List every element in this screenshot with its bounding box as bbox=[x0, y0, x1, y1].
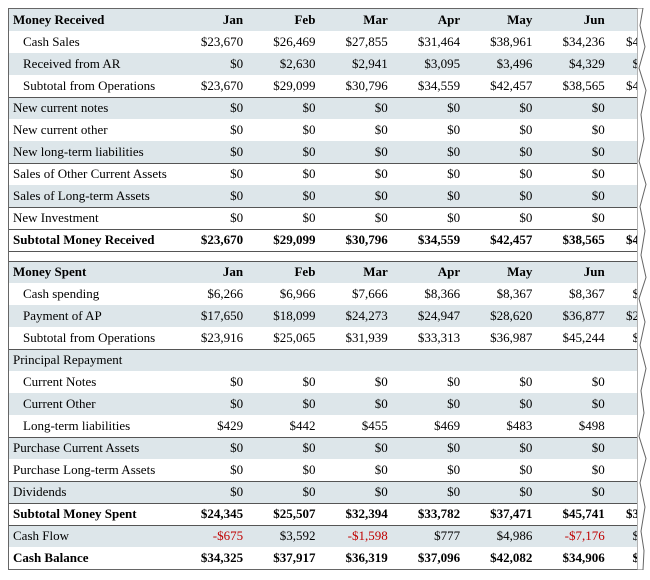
header-received: Money Received Jan Feb Mar Apr May Jun bbox=[9, 9, 643, 31]
header-spent: Money Spent Jan Feb Mar Apr May Jun bbox=[9, 261, 643, 283]
row-current-notes: Current Notes $0 $0 $0 $0 $0 $0 bbox=[9, 371, 643, 393]
row-cash-balance: Cash Balance $34,325 $37,917 $36,319 $37… bbox=[9, 547, 643, 569]
row-payment-ap: Payment of AP $17,650 $18,099 $24,273 $2… bbox=[9, 305, 643, 327]
row-purchase-lta: Purchase Long-term Assets $0 $0 $0 $0 $0… bbox=[9, 459, 643, 481]
header-label: Money Received bbox=[9, 9, 175, 31]
row-purchase-ca: Purchase Current Assets $0 $0 $0 $0 $0 $… bbox=[9, 437, 643, 459]
row-new-invest: New Investment $0 $0 $0 $0 $0 $0 bbox=[9, 207, 643, 229]
row-lt-liab: Long-term liabilities $429 $442 $455 $46… bbox=[9, 415, 643, 437]
row-subtotal-received: Subtotal Money Received $23,670 $29,099 … bbox=[9, 229, 643, 251]
row-new-notes: New current notes $0 $0 $0 $0 $0 $0 bbox=[9, 97, 643, 119]
row-cash-spending: Cash spending $6,266 $6,966 $7,666 $8,36… bbox=[9, 283, 643, 305]
cf4: $4,986 bbox=[464, 525, 536, 547]
row-cash-flow: Cash Flow -$675 $3,592 -$1,598 $777 $4,9… bbox=[9, 525, 643, 547]
cashflow-table: Money Received Jan Feb Mar Apr May Jun C… bbox=[8, 8, 643, 570]
cf0: -$675 bbox=[175, 525, 247, 547]
row-sub-ops-recv: Subtotal from Operations $23,670 $29,099… bbox=[9, 75, 643, 97]
row-subtotal-spent: Subtotal Money Spent $24,345 $25,507 $32… bbox=[9, 503, 643, 525]
cf3: $777 bbox=[392, 525, 464, 547]
row-sales-oca: Sales of Other Current Assets $0 $0 $0 $… bbox=[9, 163, 643, 185]
cf5: -$7,176 bbox=[536, 525, 608, 547]
row-sales-lta: Sales of Long-term Assets $0 $0 $0 $0 $0… bbox=[9, 185, 643, 207]
row-new-lt: New long-term liabilities $0 $0 $0 $0 $0… bbox=[9, 141, 643, 163]
row-dividends: Dividends $0 $0 $0 $0 $0 $0 bbox=[9, 481, 643, 503]
spacer bbox=[9, 251, 643, 261]
row-cash-sales: Cash Sales $23,670 $26,469 $27,855 $31,4… bbox=[9, 31, 643, 53]
row-received-ar: Received from AR $0 $2,630 $2,941 $3,095… bbox=[9, 53, 643, 75]
cf2: -$1,598 bbox=[319, 525, 391, 547]
row-sub-ops-spent: Subtotal from Operations $23,916 $25,065… bbox=[9, 327, 643, 349]
row-principal-repay: Principal Repayment bbox=[9, 349, 643, 371]
table: Money Received Jan Feb Mar Apr May Jun C… bbox=[9, 9, 643, 569]
cf1: $3,592 bbox=[247, 525, 319, 547]
row-current-other: Current Other $0 $0 $0 $0 $0 $0 bbox=[9, 393, 643, 415]
row-new-other: New current other $0 $0 $0 $0 $0 $0 bbox=[9, 119, 643, 141]
